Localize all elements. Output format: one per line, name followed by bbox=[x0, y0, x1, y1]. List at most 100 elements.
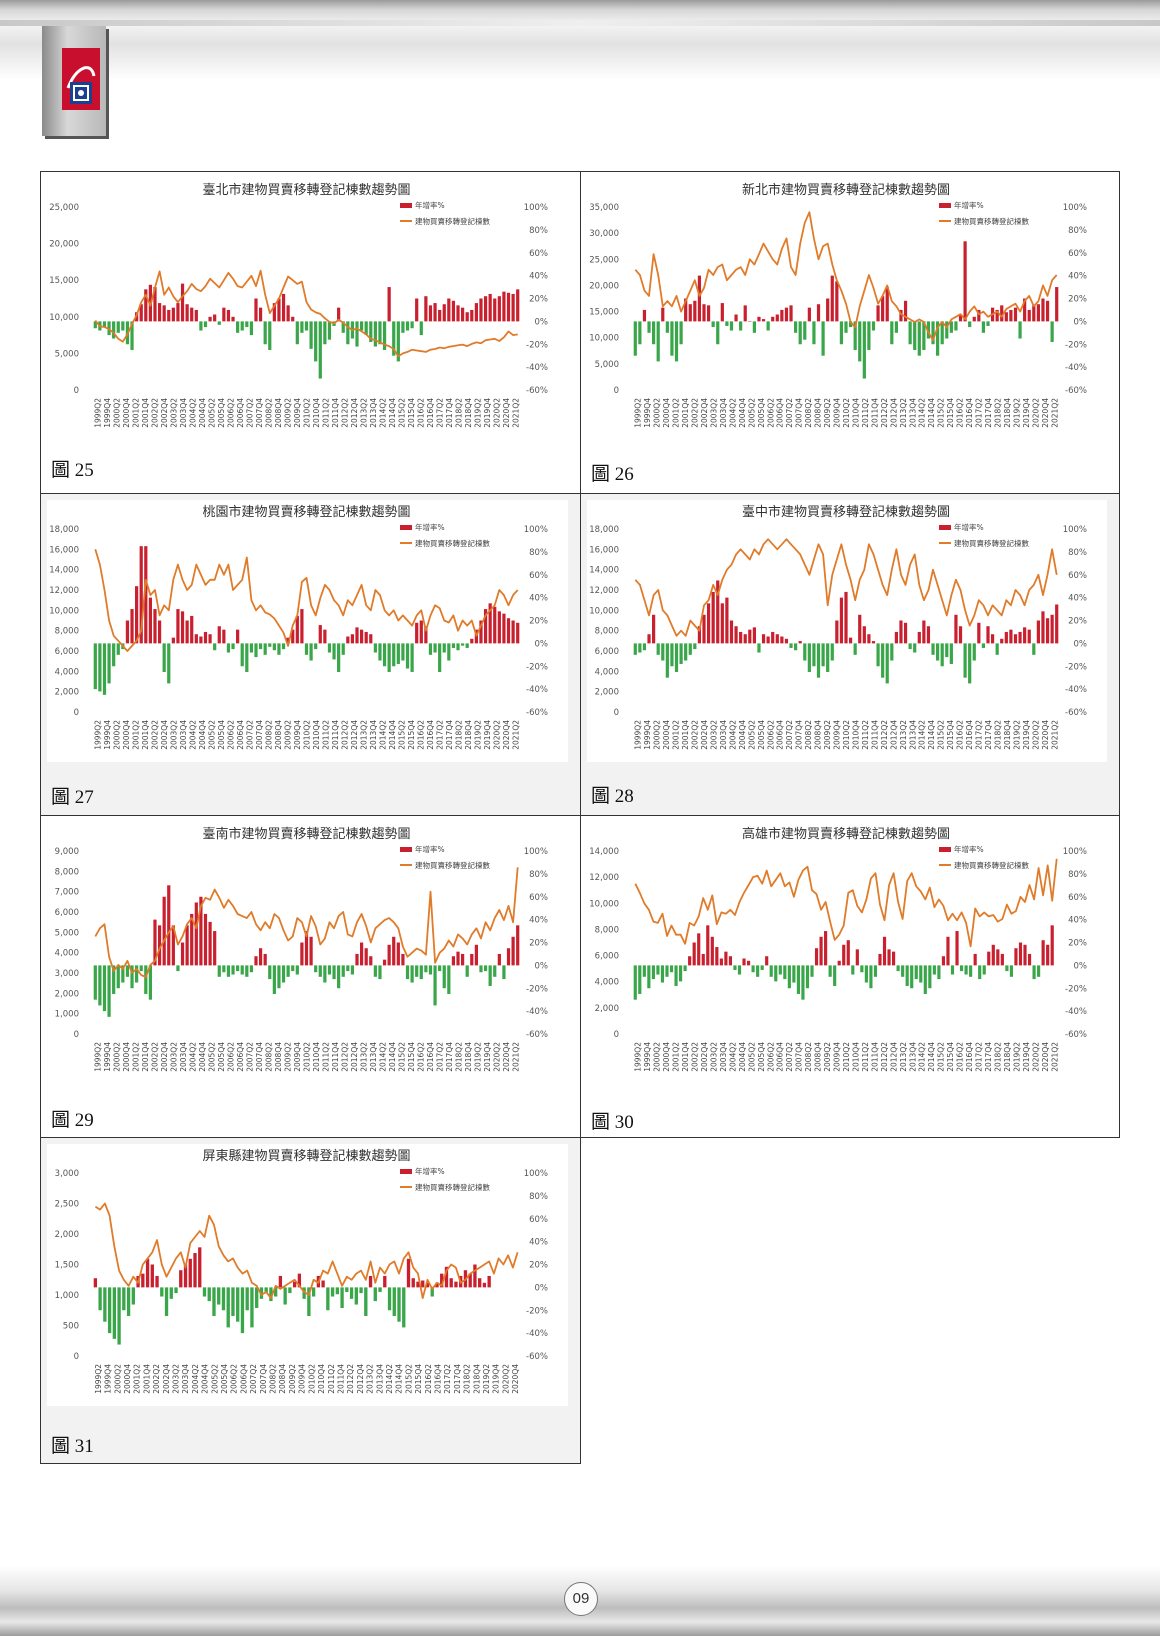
growth-bar bbox=[102, 643, 107, 695]
growth-bar bbox=[125, 620, 130, 644]
chart-title: 臺南市建物買賣移轉登記棟數趨勢圖 bbox=[202, 826, 410, 842]
legend-label: 年增率% bbox=[415, 1166, 445, 1176]
growth-bar bbox=[647, 321, 651, 333]
growth-bar bbox=[716, 580, 720, 644]
y-tick-label: 10,000 bbox=[589, 334, 619, 344]
y2-tick-label: 80% bbox=[1068, 548, 1087, 558]
x-tick-label: 2020Q4 bbox=[1041, 1042, 1050, 1072]
growth-bar bbox=[164, 1287, 169, 1316]
growth-bar bbox=[157, 620, 162, 644]
x-tick-label: 2015Q2 bbox=[937, 1042, 946, 1072]
x-tick-label: 2007Q4 bbox=[255, 1042, 264, 1072]
legend-label: 年增率% bbox=[954, 522, 984, 532]
growth-bar bbox=[176, 609, 180, 644]
x-tick-label: 2019Q4 bbox=[1022, 720, 1031, 750]
growth-bar bbox=[978, 965, 982, 980]
y2-tick-label: 80% bbox=[529, 870, 548, 880]
legend-label: 建物買賣移轉登記棟數 bbox=[415, 216, 490, 226]
x-tick-label: 2018Q4 bbox=[1003, 720, 1012, 750]
growth-bar bbox=[405, 321, 410, 331]
growth-bar bbox=[894, 631, 898, 644]
x-tick-label: 1999Q4 bbox=[103, 398, 112, 428]
x-tick-label: 2012Q2 bbox=[880, 1042, 889, 1072]
growth-bar bbox=[93, 321, 97, 329]
growth-bar bbox=[812, 321, 816, 345]
growth-bar bbox=[771, 316, 775, 322]
growth-bar bbox=[318, 965, 322, 977]
legend-label: 年增率% bbox=[415, 522, 445, 532]
y2-tick-label: 40% bbox=[529, 272, 548, 282]
growth-bar bbox=[1027, 309, 1031, 322]
growth-bar bbox=[300, 942, 304, 966]
growth-bar bbox=[734, 626, 738, 644]
growth-bar bbox=[858, 321, 862, 362]
x-tick-label: 2020Q2 bbox=[501, 1364, 510, 1394]
growth-bar bbox=[674, 965, 678, 986]
growth-bar bbox=[456, 643, 460, 651]
growth-bar bbox=[297, 1273, 302, 1288]
growth-bar bbox=[483, 609, 488, 644]
growth-bar bbox=[281, 293, 286, 322]
growth-bar bbox=[160, 1287, 164, 1297]
growth-bar bbox=[746, 960, 751, 966]
growth-bar bbox=[922, 321, 926, 350]
y2-tick-label: -60% bbox=[526, 386, 548, 396]
x-tick-label: 1999Q2 bbox=[94, 1042, 103, 1072]
growth-bar bbox=[901, 965, 905, 977]
x-tick-label: 2012Q4 bbox=[889, 1042, 898, 1072]
x-tick-label: 2005Q4 bbox=[217, 720, 226, 750]
x-tick-label: 2013Q2 bbox=[359, 720, 368, 750]
growth-bar bbox=[447, 965, 451, 994]
x-tick-label: 2001Q2 bbox=[132, 1042, 141, 1072]
growth-bar bbox=[878, 953, 882, 966]
growth-bar bbox=[497, 296, 501, 322]
y-tick-label: 25,000 bbox=[589, 255, 619, 265]
growth-bar bbox=[254, 956, 258, 966]
growth-bar bbox=[917, 631, 921, 644]
x-tick-label: 2019Q2 bbox=[1012, 1042, 1021, 1072]
x-tick-label: 2015Q4 bbox=[407, 720, 416, 750]
growth-bar bbox=[378, 321, 382, 345]
x-tick-label: 2009Q2 bbox=[823, 1042, 832, 1072]
growth-bar bbox=[702, 304, 706, 322]
x-tick-label: 1999Q2 bbox=[634, 1042, 643, 1072]
x-tick-label: 2018Q4 bbox=[1003, 1042, 1012, 1072]
growth-bar bbox=[387, 1287, 392, 1311]
growth-bar bbox=[176, 303, 180, 322]
growth-bar bbox=[963, 241, 967, 322]
growth-bar bbox=[1005, 965, 1009, 972]
y-tick-label: 0 bbox=[614, 1030, 619, 1040]
x-tick-label: 2016Q2 bbox=[956, 398, 965, 428]
x-tick-label: 2007Q4 bbox=[255, 720, 264, 750]
y-tick-label: 16,000 bbox=[589, 545, 619, 555]
growth-bar bbox=[451, 956, 456, 966]
y-tick-label: 14,000 bbox=[589, 566, 619, 576]
growth-bar bbox=[706, 603, 711, 644]
growth-bar bbox=[359, 942, 364, 966]
growth-bar bbox=[141, 1273, 145, 1288]
x-tick-label: 1999Q4 bbox=[643, 398, 652, 428]
legend-swatch-bar bbox=[400, 203, 412, 208]
growth-bar bbox=[775, 314, 779, 322]
y2-tick-label: 40% bbox=[1068, 594, 1087, 604]
x-tick-label: 2000Q2 bbox=[653, 1042, 662, 1072]
x-tick-label: 2000Q4 bbox=[122, 398, 131, 428]
growth-bar bbox=[194, 902, 198, 966]
x-tick-label: 1999Q2 bbox=[94, 1364, 103, 1394]
growth-bar bbox=[194, 634, 198, 644]
growth-bar bbox=[433, 965, 437, 1006]
growth-bar bbox=[155, 1275, 159, 1288]
x-tick-label: 2012Q4 bbox=[350, 398, 359, 428]
growth-bar bbox=[506, 618, 511, 644]
growth-bar bbox=[792, 965, 796, 983]
y2-tick-label: -20% bbox=[1065, 340, 1087, 350]
x-tick-label: 2011Q4 bbox=[331, 720, 340, 750]
y2-tick-label: 40% bbox=[529, 594, 548, 604]
growth-bar bbox=[190, 913, 194, 966]
x-tick-label: 2019Q4 bbox=[483, 720, 492, 750]
growth-bar bbox=[245, 1287, 249, 1311]
growth-bar bbox=[314, 643, 318, 650]
growth-bar bbox=[295, 615, 299, 644]
growth-bar bbox=[419, 965, 423, 980]
legend-label: 建物買賣移轉登記棟數 bbox=[415, 1182, 490, 1192]
